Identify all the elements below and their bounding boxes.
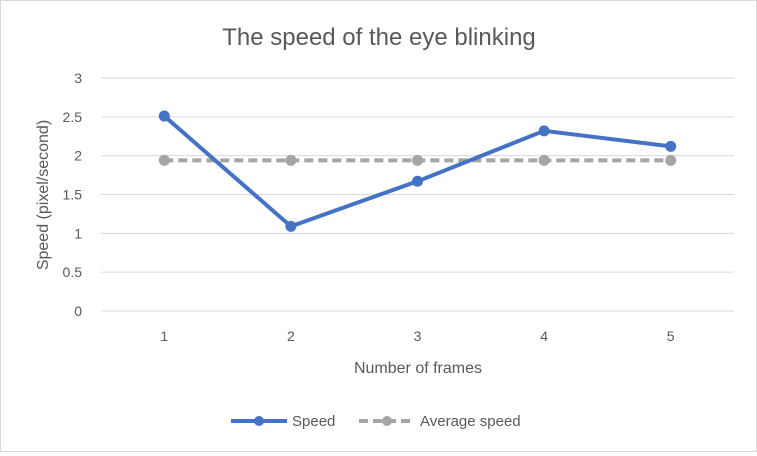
- legend: Speed Average speed: [231, 413, 521, 430]
- y-tick-label: 0.5: [63, 264, 83, 280]
- x-tick-label: 5: [667, 328, 675, 344]
- x-tick-label: 2: [287, 328, 295, 344]
- y-tick-labels: 0 0.5 1 1.5 2 2.5 3: [63, 70, 83, 319]
- legend-marker: [254, 416, 264, 426]
- data-point: [285, 220, 297, 232]
- y-tick-label: 2: [74, 148, 82, 164]
- chart-title: The speed of the eye blinking: [222, 24, 536, 51]
- x-axis-label: Number of frames: [354, 360, 482, 377]
- data-point: [158, 110, 170, 122]
- y-tick-label: 1.5: [63, 187, 83, 203]
- legend-average-speed: Average speed: [359, 413, 521, 430]
- x-tick-label: 1: [160, 328, 168, 344]
- data-point: [665, 140, 677, 152]
- legend-label: Average speed: [420, 413, 521, 430]
- legend-marker: [382, 416, 392, 426]
- data-point: [412, 154, 423, 166]
- y-tick-label: 3: [74, 70, 82, 86]
- series-speed: [158, 110, 677, 232]
- series-line: [162, 114, 671, 229]
- legend-label: Speed: [292, 413, 335, 430]
- x-tick-labels: 1 2 3 4 5: [160, 328, 674, 344]
- series-group: [158, 110, 677, 232]
- data-point: [285, 154, 297, 166]
- data-point: [665, 154, 677, 166]
- y-tick-label: 1: [74, 225, 82, 241]
- y-tick-label: 0: [74, 303, 82, 319]
- series-average-speed: [158, 154, 677, 166]
- data-point: [412, 175, 423, 187]
- legend-speed: Speed: [231, 413, 335, 430]
- data-point: [538, 125, 550, 137]
- data-point: [538, 154, 550, 166]
- y-tick-label: 2.5: [63, 109, 83, 125]
- data-point: [158, 154, 170, 166]
- x-tick-label: 4: [540, 328, 548, 344]
- y-axis-label: Speed (pixel/second): [35, 120, 52, 270]
- gridlines: [101, 77, 734, 312]
- x-tick-label: 3: [414, 328, 422, 344]
